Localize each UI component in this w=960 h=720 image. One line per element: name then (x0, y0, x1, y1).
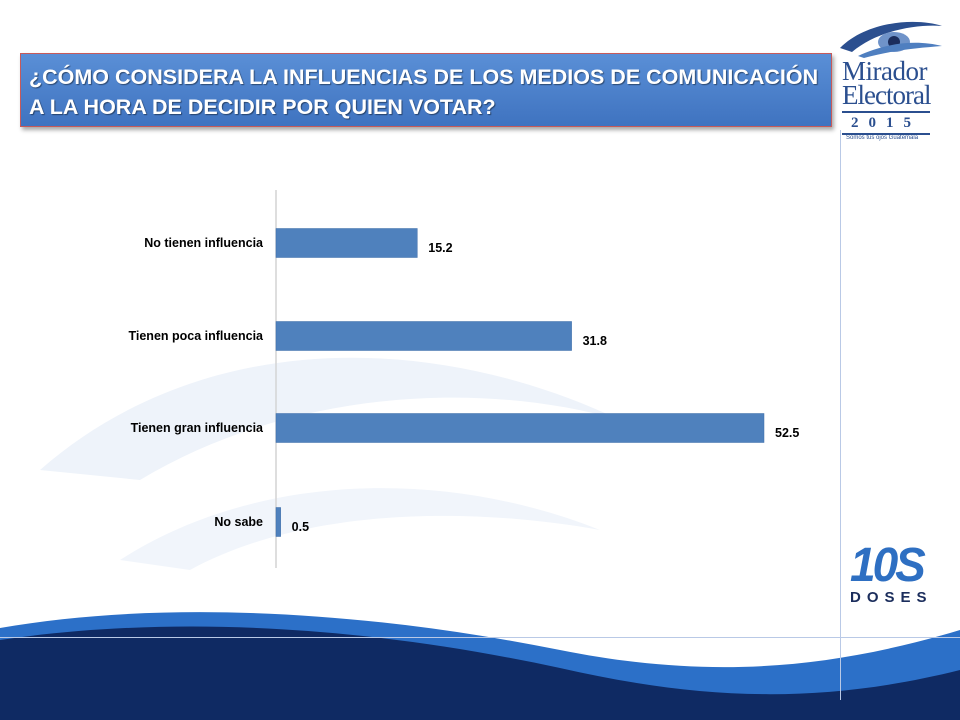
vertical-divider (840, 130, 841, 700)
title-banner: ¿CÓMO CONSIDERA LA INFLUENCIAS DE LOS ME… (20, 53, 832, 127)
horizontal-divider (0, 637, 960, 638)
bar-3 (275, 507, 281, 537)
doses-logo-word: DOSES (850, 589, 933, 606)
value-label: 15.2 (428, 241, 452, 255)
value-label: 31.8 (583, 334, 607, 348)
bar-2 (275, 413, 765, 443)
bar-0 (275, 228, 418, 258)
slide-title: ¿CÓMO CONSIDERA LA INFLUENCIAS DE LOS ME… (29, 65, 819, 119)
logo-tagline: Somos tus ojos Guatemala (846, 135, 919, 141)
logo-word-electoral: Electoral (842, 80, 931, 110)
category-label: No sabe (214, 515, 263, 529)
eye-icon (840, 21, 942, 58)
bar-1 (275, 321, 572, 351)
logo-year: 2015 (842, 111, 930, 135)
doses-logo-number: 10S (850, 536, 926, 592)
category-label: Tienen gran influencia (131, 421, 264, 435)
category-label: No tienen influencia (144, 236, 264, 250)
category-label: Tienen poca influencia (128, 329, 264, 343)
value-label: 0.5 (292, 520, 309, 534)
logo-word-mirador: Mirador (842, 56, 927, 86)
mirador-electoral-logo: Mirador Electoral 2015 Somos tus ojos Gu… (838, 18, 950, 142)
value-label: 52.5 (775, 426, 799, 440)
doses-logo: 10S DOSES (848, 537, 956, 606)
